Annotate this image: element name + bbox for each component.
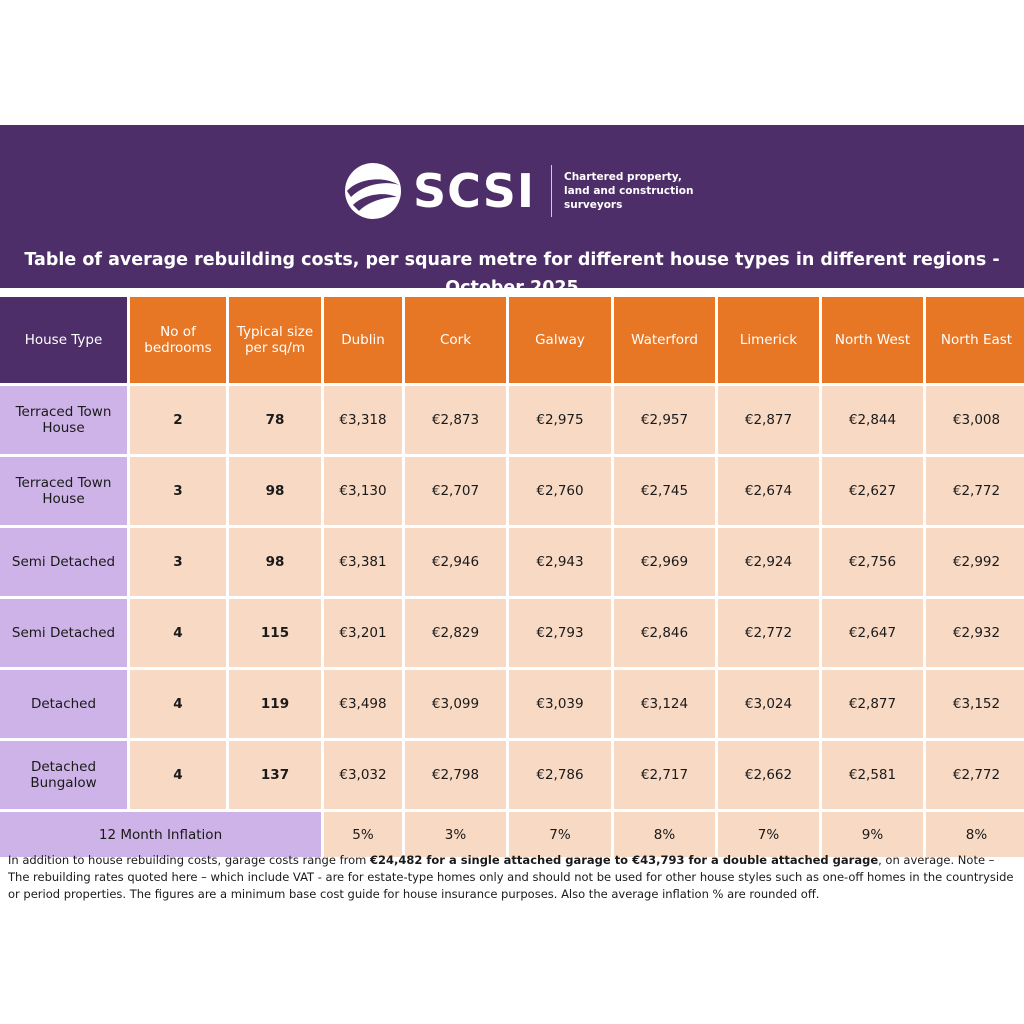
cost-cell: €2,829 — [405, 599, 506, 667]
table-row: Terraced Town House 3 98 €3,130 €2,707 €2,760… — [0, 457, 1024, 525]
cost-cell: €2,662 — [718, 741, 819, 809]
house-type-cell: Terraced Town House — [0, 457, 127, 525]
header-house-type: House Type — [0, 297, 127, 383]
cost-cell: €2,844 — [822, 386, 923, 454]
scsi-logo: SCSI Chartered property, land and constr… — [343, 160, 693, 222]
bedrooms-cell: 4 — [130, 741, 226, 809]
cost-cell: €3,201 — [324, 599, 402, 667]
cost-cell: €3,152 — [926, 670, 1024, 738]
header-region: North West — [822, 297, 923, 383]
house-type-cell: Semi Detached — [0, 528, 127, 596]
cost-cell: €2,707 — [405, 457, 506, 525]
inflation-cell: 8% — [614, 812, 715, 857]
bedrooms-cell: 3 — [130, 528, 226, 596]
header-banner — [0, 125, 1024, 288]
cost-cell: €2,798 — [405, 741, 506, 809]
cost-cell: €2,969 — [614, 528, 715, 596]
bedrooms-cell: 4 — [130, 599, 226, 667]
header-region: Waterford — [614, 297, 715, 383]
cost-cell: €2,877 — [718, 386, 819, 454]
header-row: House Type No of bedrooms Typical size p… — [0, 297, 1024, 383]
house-type-cell: Terraced Town House — [0, 386, 127, 454]
table-row: Terraced Town House 2 78 €3,318 €2,873 €2,975… — [0, 386, 1024, 454]
cost-cell: €2,992 — [926, 528, 1024, 596]
size-cell: 98 — [229, 528, 321, 596]
cost-cell: €3,318 — [324, 386, 402, 454]
footnote-part2: , on average. Note – The rebuilding rate… — [8, 853, 1014, 901]
logo-divider — [551, 165, 552, 217]
table-row: Semi Detached 4 115 €3,201 €2,829 €2,793 €2,84… — [0, 599, 1024, 667]
size-cell: 115 — [229, 599, 321, 667]
cost-cell: €2,873 — [405, 386, 506, 454]
cost-cell: €2,581 — [822, 741, 923, 809]
footnote-part1: In addition to house rebuilding costs, g… — [8, 853, 370, 867]
table-row: Detached Bungalow 4 137 €3,032 €2,798 €2,786 €… — [0, 741, 1024, 809]
cost-cell: €3,498 — [324, 670, 402, 738]
cost-cell: €3,130 — [324, 457, 402, 525]
header-region: Cork — [405, 297, 506, 383]
cost-cell: €2,760 — [509, 457, 611, 525]
header-region: Limerick — [718, 297, 819, 383]
cost-cell: €2,647 — [822, 599, 923, 667]
size-cell: 137 — [229, 741, 321, 809]
size-cell: 119 — [229, 670, 321, 738]
cost-cell: €3,381 — [324, 528, 402, 596]
cost-cell: €2,674 — [718, 457, 819, 525]
cost-cell: €2,772 — [926, 741, 1024, 809]
inflation-cell: 7% — [718, 812, 819, 857]
inflation-cell: 3% — [405, 812, 506, 857]
footnote: In addition to house rebuilding costs, g… — [8, 852, 1018, 903]
header-bedrooms: No of bedrooms — [130, 297, 226, 383]
house-type-cell: Detached — [0, 670, 127, 738]
page-title: Table of average rebuilding costs, per s… — [24, 250, 1000, 298]
cost-cell: €2,846 — [614, 599, 715, 667]
cost-cell: €2,772 — [718, 599, 819, 667]
inflation-cell: 5% — [324, 812, 402, 857]
cost-cell: €2,932 — [926, 599, 1024, 667]
cost-cell: €2,756 — [822, 528, 923, 596]
table-row: Semi Detached 3 98 €3,381 €2,946 €2,943 €2,969… — [0, 528, 1024, 596]
cost-cell: €2,717 — [614, 741, 715, 809]
brand-name: SCSI — [413, 164, 535, 218]
rebuilding-costs-table: House Type No of bedrooms Typical size p… — [0, 294, 1024, 860]
cost-cell: €2,946 — [405, 528, 506, 596]
house-type-cell: Semi Detached — [0, 599, 127, 667]
cost-cell: €3,124 — [614, 670, 715, 738]
inflation-cell: 7% — [509, 812, 611, 857]
cost-cell: €3,039 — [509, 670, 611, 738]
cost-cell: €3,024 — [718, 670, 819, 738]
cost-cell: €2,943 — [509, 528, 611, 596]
cost-cell: €2,772 — [926, 457, 1024, 525]
cost-cell: €3,032 — [324, 741, 402, 809]
cost-cell: €3,008 — [926, 386, 1024, 454]
inflation-row: 12 Month Inflation 5% 3% 7% 8% 7% 9% 8% — [0, 812, 1024, 857]
bedrooms-cell: 4 — [130, 670, 226, 738]
cost-cell: €2,745 — [614, 457, 715, 525]
bedrooms-cell: 3 — [130, 457, 226, 525]
cost-cell: €2,957 — [614, 386, 715, 454]
inflation-cell: 8% — [926, 812, 1024, 857]
header-size: Typical size per sq/m — [229, 297, 321, 383]
header-region: Dublin — [324, 297, 402, 383]
bedrooms-cell: 2 — [130, 386, 226, 454]
cost-cell: €2,877 — [822, 670, 923, 738]
scsi-globe-icon — [345, 163, 401, 219]
cost-cell: €2,975 — [509, 386, 611, 454]
house-type-cell: Detached Bungalow — [0, 741, 127, 809]
cost-cell: €2,786 — [509, 741, 611, 809]
inflation-cell: 9% — [822, 812, 923, 857]
footnote-garage-costs: €24,482 for a single attached garage to … — [370, 853, 879, 867]
size-cell: 98 — [229, 457, 321, 525]
brand-tagline: Chartered property, land and constructio… — [564, 171, 694, 211]
cost-cell: €2,793 — [509, 599, 611, 667]
size-cell: 78 — [229, 386, 321, 454]
inflation-label: 12 Month Inflation — [0, 812, 321, 857]
cost-cell: €2,627 — [822, 457, 923, 525]
cost-cell: €3,099 — [405, 670, 506, 738]
header-region: North East — [926, 297, 1024, 383]
cost-cell: €2,924 — [718, 528, 819, 596]
header-region: Galway — [509, 297, 611, 383]
table-row: Detached 4 119 €3,498 €3,099 €3,039 €3,124 €3,0… — [0, 670, 1024, 738]
